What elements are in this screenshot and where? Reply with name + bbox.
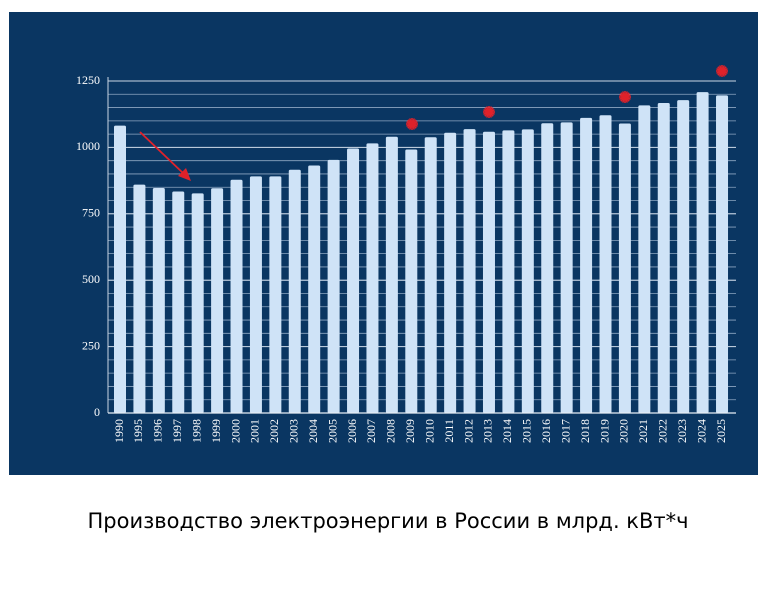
bar: [366, 143, 379, 413]
bar: [385, 136, 398, 413]
x-tick-label: 2010: [422, 419, 436, 443]
bar: [444, 132, 457, 414]
x-tick-label: 2016: [539, 419, 553, 443]
bar: [327, 159, 340, 413]
x-tick-label: 2002: [267, 419, 281, 443]
bar: [152, 188, 165, 413]
bar: [560, 122, 573, 414]
x-tick-label: 2003: [287, 419, 301, 443]
arrow-head: [178, 168, 191, 181]
y-tick-label: 0: [94, 405, 100, 419]
x-tick-label: 1996: [151, 419, 165, 443]
x-tick-label: 2014: [500, 419, 514, 443]
x-tick-label: 2024: [694, 419, 708, 443]
x-tick-label: 1990: [112, 419, 126, 443]
x-tick-label: 2018: [578, 419, 592, 443]
bar: [521, 129, 534, 413]
bar: [405, 149, 418, 414]
bar: [172, 191, 185, 413]
y-tick-label: 250: [82, 338, 100, 352]
bar: [502, 130, 515, 413]
bar: [463, 129, 476, 413]
x-tick-label: 2015: [520, 419, 534, 443]
bar: [191, 193, 204, 413]
x-tick-label: 2000: [228, 419, 242, 443]
x-tick-label: 2013: [481, 419, 495, 443]
bar: [618, 123, 631, 413]
bar: [541, 123, 554, 413]
x-tick-label: 2006: [345, 419, 359, 443]
x-tick-label: 1995: [131, 419, 145, 443]
bar: [638, 105, 651, 413]
bar: [657, 103, 670, 413]
x-tick-label: 2012: [461, 419, 475, 443]
x-tick-label: 1999: [209, 419, 223, 443]
bar: [716, 95, 729, 413]
bar: [211, 188, 224, 413]
x-tick-label: 2004: [306, 419, 320, 443]
bar: [133, 184, 146, 413]
bar: [347, 148, 360, 413]
y-tick-label: 1000: [76, 139, 100, 153]
bar: [288, 169, 301, 413]
x-tick-label: 2022: [656, 419, 670, 443]
bar: [580, 117, 593, 414]
chart-title: Производство электроэнергии в России в м…: [87, 509, 688, 533]
x-tick-label: 2019: [597, 419, 611, 443]
x-tick-label: 2007: [364, 419, 378, 443]
y-tick-label: 500: [82, 272, 100, 286]
x-tick-label: 2017: [558, 419, 572, 443]
x-tick-label: 2009: [403, 419, 417, 443]
annotations: [139, 64, 729, 181]
x-tick-label: 2001: [248, 419, 262, 443]
bar: [424, 137, 437, 414]
bar: [249, 176, 262, 413]
bar: [677, 100, 690, 413]
bar: [599, 115, 612, 414]
x-tick-label: 2020: [617, 419, 631, 443]
y-tick-label: 750: [82, 206, 100, 220]
bar: [114, 125, 126, 414]
arrow: [139, 131, 185, 175]
bar: [696, 92, 709, 413]
x-tick-label: 2021: [636, 419, 650, 443]
bar: [482, 131, 495, 413]
plot: 0 250 500 750 1000 1250 1990 1995 1996 1997 1998 19…: [76, 73, 736, 443]
bar: [308, 165, 321, 413]
x-tick-label: 1997: [170, 419, 184, 443]
x-tick-label: 1998: [189, 419, 203, 443]
x-tick-label: 2023: [675, 419, 689, 443]
x-tick-label: 2005: [325, 419, 339, 443]
x-tick-label: 2008: [384, 419, 398, 443]
x-tick-label: 2025: [714, 419, 728, 443]
bar: [269, 176, 282, 413]
y-tick-label: 1250: [76, 73, 100, 87]
bar: [230, 179, 243, 413]
x-tick-label: 2011: [442, 419, 456, 443]
